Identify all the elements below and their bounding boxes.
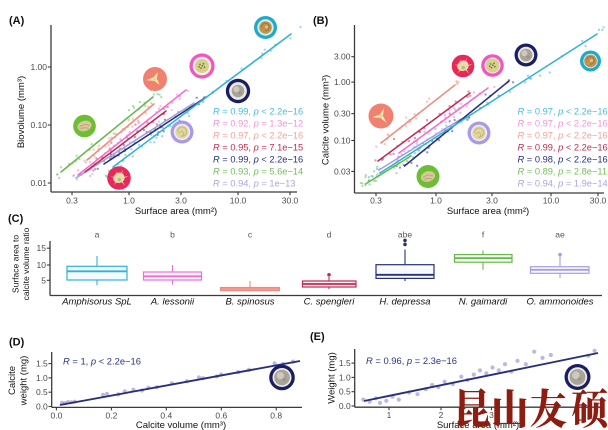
svg-text:0.0: 0.0 — [339, 401, 351, 411]
svg-text:Surface area (mm²): Surface area (mm²) — [135, 206, 217, 217]
svg-text:Calcite volume (mm³): Calcite volume (mm³) — [321, 75, 332, 165]
svg-text:R = 0.99, p < 2.2e−16: R = 0.99, p < 2.2e−16 — [213, 106, 303, 116]
svg-text:0.3: 0.3 — [66, 196, 78, 206]
svg-text:A. lessonii: A. lessonii — [150, 297, 195, 308]
svg-text:Biovolume (mm³): Biovolume (mm³) — [16, 76, 27, 148]
svg-text:(C): (C) — [8, 213, 24, 225]
svg-text:1.5: 1.5 — [36, 359, 48, 369]
svg-text:B. spinosus: B. spinosus — [225, 297, 274, 308]
svg-text:1.00: 1.00 — [334, 77, 351, 87]
svg-text:(E): (E) — [310, 331, 325, 343]
svg-text:10.0: 10.0 — [230, 196, 247, 206]
svg-text:1.0: 1.0 — [36, 373, 48, 383]
svg-text:R = 0.99, p < 2.2e−16: R = 0.99, p < 2.2e−16 — [518, 142, 608, 152]
svg-text:0.30: 0.30 — [334, 109, 351, 119]
svg-text:(B): (B) — [313, 15, 329, 27]
svg-text:R = 0.94, p = 1.9e−14: R = 0.94, p = 1.9e−14 — [518, 178, 608, 188]
svg-text:0.01: 0.01 — [30, 178, 47, 188]
svg-text:R = 0.95, p = 7.1e−15: R = 0.95, p = 7.1e−15 — [213, 142, 303, 152]
svg-text:0.6: 0.6 — [215, 410, 227, 420]
svg-text:R = 0.97, p < 2.2e−16: R = 0.97, p < 2.2e−16 — [518, 118, 608, 128]
svg-text:R = 0.97, p < 2.2e−16: R = 0.97, p < 2.2e−16 — [518, 130, 608, 140]
svg-text:Surface area to: Surface area to — [11, 235, 21, 293]
svg-text:c: c — [248, 230, 253, 240]
svg-text:3: 3 — [489, 410, 494, 420]
svg-text:R = 0.96, p = 2.3e−16: R = 0.96, p = 2.3e−16 — [366, 355, 457, 366]
svg-text:1: 1 — [387, 410, 392, 420]
svg-text:1.0: 1.0 — [123, 196, 135, 206]
svg-text:3.0: 3.0 — [175, 196, 187, 206]
svg-text:N. gaimardi: N. gaimardi — [459, 297, 508, 308]
svg-text:1.5: 1.5 — [339, 358, 351, 368]
svg-text:Amphisorus SpL: Amphisorus SpL — [61, 297, 132, 308]
svg-text:Calcite: Calcite — [7, 366, 18, 395]
svg-text:R = 0.93, p = 5.6e−14: R = 0.93, p = 5.6e−14 — [213, 166, 303, 176]
svg-text:15: 15 — [37, 243, 47, 253]
svg-text:0.4: 0.4 — [160, 410, 172, 420]
svg-text:O. ammonoides: O. ammonoides — [526, 297, 593, 308]
svg-text:R = 0.92, p = 1.3e−12: R = 0.92, p = 1.3e−12 — [213, 118, 303, 128]
svg-text:0.5: 0.5 — [36, 387, 48, 397]
svg-text:(A): (A) — [9, 15, 25, 27]
svg-text:R = 0.98, p < 2.2e−16: R = 0.98, p < 2.2e−16 — [518, 154, 608, 164]
svg-text:0.5: 0.5 — [339, 387, 351, 397]
svg-text:3.00: 3.00 — [334, 52, 351, 62]
svg-text:5: 5 — [41, 275, 46, 285]
svg-text:1.0: 1.0 — [430, 196, 442, 206]
svg-text:ae: ae — [555, 230, 565, 240]
svg-text:R = 0.97, p < 2.2e−16: R = 0.97, p < 2.2e−16 — [213, 130, 303, 140]
svg-text:(D): (D) — [9, 337, 25, 349]
svg-text:1.00: 1.00 — [30, 62, 47, 72]
svg-text:0.2: 0.2 — [105, 410, 117, 420]
svg-text:H. depressa: H. depressa — [379, 297, 430, 308]
svg-text:C. spengleri: C. spengleri — [304, 297, 356, 308]
svg-text:2: 2 — [439, 410, 444, 420]
svg-text:0.10: 0.10 — [334, 136, 351, 146]
svg-text:b: b — [170, 230, 175, 240]
svg-text:f: f — [482, 230, 485, 240]
svg-text:Calcite volume (mm³): Calcite volume (mm³) — [136, 420, 226, 430]
svg-text:0.03: 0.03 — [334, 166, 351, 176]
svg-text:Surface area (mm²): Surface area (mm²) — [447, 206, 529, 217]
svg-text:R = 0.97, p < 2.2e−16: R = 0.97, p < 2.2e−16 — [518, 106, 608, 116]
svg-text:10.0: 10.0 — [543, 196, 560, 206]
svg-text:R = 0.89, p = 2.8e−11: R = 0.89, p = 2.8e−11 — [518, 166, 608, 176]
svg-text:calcite volume ratio: calcite volume ratio — [21, 227, 31, 300]
svg-text:Weight (mg): Weight (mg) — [327, 352, 338, 404]
svg-text:0.0: 0.0 — [50, 410, 62, 420]
svg-text:d: d — [327, 230, 332, 240]
svg-text:30.0: 30.0 — [590, 196, 607, 206]
svg-text:R = 0.99, p < 2.2e−16: R = 0.99, p < 2.2e−16 — [213, 154, 303, 164]
svg-text:R = 0.94, p = 1e−13: R = 0.94, p = 1e−13 — [213, 178, 295, 188]
svg-text:0.0: 0.0 — [36, 402, 48, 412]
svg-text:weight (mg): weight (mg) — [19, 356, 30, 407]
svg-text:1.0: 1.0 — [339, 372, 351, 382]
svg-text:0.10: 0.10 — [30, 120, 47, 130]
svg-text:0.8: 0.8 — [270, 410, 282, 420]
svg-text:0.3: 0.3 — [370, 196, 382, 206]
svg-text:abe: abe — [398, 230, 412, 240]
svg-text:a: a — [95, 230, 100, 240]
svg-text:R = 1, p < 2.2e−16: R = 1, p < 2.2e−16 — [63, 356, 141, 367]
svg-text:10: 10 — [37, 260, 47, 270]
svg-text:3.0: 3.0 — [486, 196, 498, 206]
svg-text:30.0: 30.0 — [282, 196, 299, 206]
